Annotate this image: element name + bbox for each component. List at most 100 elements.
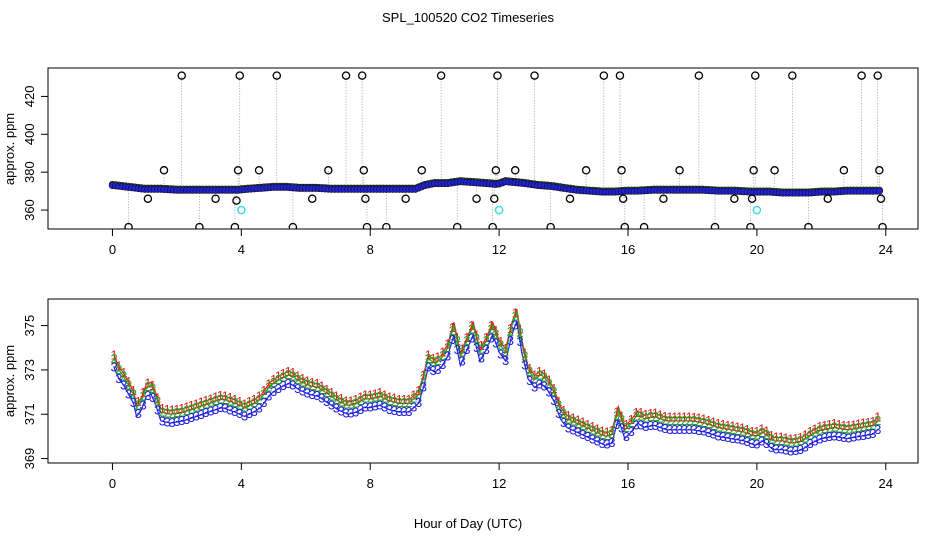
series-marker-1: 1 — [570, 410, 577, 425]
series-marker-2: 2 — [550, 384, 557, 399]
series-marker-2: 2 — [700, 415, 707, 430]
series-marker-2: 2 — [753, 428, 760, 443]
series-marker-3: 3 — [574, 425, 581, 440]
series-marker-2: 2 — [183, 403, 190, 418]
series-marker-1: 1 — [657, 407, 664, 422]
series-marker-3: 3 — [734, 432, 741, 447]
series-marker-2: 2 — [821, 421, 828, 436]
series-marker-1: 1 — [391, 391, 398, 406]
series-marker-1: 1 — [415, 383, 422, 398]
series-marker-3: 3 — [613, 417, 620, 432]
series-marker-1: 1 — [463, 330, 470, 345]
series-marker-2: 2 — [434, 353, 441, 368]
series-marker-1: 1 — [188, 398, 195, 413]
series-marker-1: 1 — [840, 418, 847, 433]
series-marker-2: 2 — [835, 420, 842, 435]
series-marker-2: 2 — [497, 338, 504, 353]
chart-title: SPL_100520 CO2 Timeseries — [382, 10, 554, 25]
series-marker-3: 3 — [594, 434, 601, 449]
series-marker-3: 3 — [347, 406, 354, 421]
series-marker-2: 2 — [729, 422, 736, 437]
series-marker-1: 1 — [758, 422, 765, 437]
series-marker-3: 3 — [352, 404, 359, 419]
spike-point — [401, 194, 410, 203]
series-marker-1: 1 — [367, 387, 374, 402]
series-marker-1: 1 — [226, 390, 233, 405]
spike-point — [230, 222, 240, 229]
series-marker-1: 1 — [642, 407, 649, 422]
series-marker-1: 1 — [734, 420, 741, 435]
series-marker-1: 1 — [739, 420, 746, 435]
series-marker-3: 3 — [260, 395, 267, 410]
series-marker-1: 1 — [139, 385, 146, 400]
series-marker-2: 2 — [110, 351, 117, 366]
series-marker-1: 1 — [729, 419, 736, 434]
series-marker-2: 2 — [806, 427, 813, 442]
series-marker-2: 2 — [570, 414, 577, 429]
series-marker-2: 2 — [855, 420, 862, 435]
bottom-x-tick-label: 12 — [492, 476, 506, 491]
series-marker-3: 3 — [400, 404, 407, 419]
series-marker-1: 1 — [212, 390, 219, 405]
series-marker-1: 1 — [521, 345, 528, 360]
series-marker-2: 2 — [666, 413, 673, 428]
series-marker-3: 3 — [541, 379, 548, 394]
series-marker-3: 3 — [439, 357, 446, 372]
series-marker-2: 2 — [178, 404, 185, 419]
series-marker-2: 2 — [874, 413, 881, 428]
series-marker-1: 1 — [255, 389, 262, 404]
series-marker-2: 2 — [125, 377, 132, 392]
spike-point — [746, 222, 755, 229]
spike-point — [620, 222, 630, 229]
series-marker-2: 2 — [299, 374, 306, 389]
cyan-point — [494, 205, 504, 215]
series-marker-3: 3 — [516, 334, 523, 349]
series-marker-1: 1 — [661, 409, 668, 424]
series-marker-3: 3 — [502, 353, 509, 368]
series-marker-1: 1 — [173, 402, 180, 417]
series-marker-3: 3 — [831, 428, 838, 443]
series-marker-1: 1 — [806, 424, 813, 439]
series-marker-3: 3 — [323, 394, 330, 409]
series-marker-3: 3 — [715, 428, 722, 443]
series-marker-2: 2 — [845, 421, 852, 436]
series-marker-1: 1 — [773, 430, 780, 445]
series-marker-3: 3 — [468, 330, 475, 345]
spike-point — [272, 71, 282, 80]
series-marker-1: 1 — [135, 394, 142, 409]
series-marker-3: 3 — [763, 436, 770, 451]
series-marker-1: 1 — [797, 430, 804, 445]
series-marker-3: 3 — [719, 429, 726, 444]
series-marker-3: 3 — [695, 423, 702, 438]
spike-point — [730, 194, 739, 203]
series-marker-3: 3 — [700, 424, 707, 439]
series-marker-3: 3 — [217, 400, 224, 415]
series-marker-3: 3 — [768, 440, 775, 455]
series-marker-3: 3 — [864, 427, 871, 442]
series-marker-2: 2 — [338, 394, 345, 409]
series-marker-1: 1 — [168, 403, 175, 418]
series-marker-1: 1 — [507, 321, 514, 336]
spike-point — [749, 166, 758, 175]
series-marker-1: 1 — [439, 345, 446, 360]
series-marker-2: 2 — [367, 391, 374, 406]
spike-point — [875, 166, 884, 175]
series-marker-1: 1 — [130, 383, 137, 398]
series-marker-3: 3 — [410, 400, 417, 415]
spike-point — [307, 194, 317, 203]
series-marker-1: 1 — [516, 322, 523, 337]
series-marker-2: 2 — [236, 397, 243, 412]
spike-point — [359, 166, 369, 175]
series-marker-2: 2 — [657, 411, 664, 426]
spike-point — [362, 222, 372, 229]
series-marker-3: 3 — [748, 436, 755, 451]
series-marker-3: 3 — [454, 342, 461, 357]
series-marker-2: 2 — [492, 326, 499, 341]
series-marker-3: 3 — [806, 436, 813, 451]
series-marker-2: 2 — [173, 405, 180, 420]
series-marker-2: 2 — [864, 418, 871, 433]
series-marker-2: 2 — [681, 413, 688, 428]
series-marker-2: 2 — [255, 392, 262, 407]
series-marker-2: 2 — [159, 404, 166, 419]
series-marker-1: 1 — [159, 401, 166, 416]
